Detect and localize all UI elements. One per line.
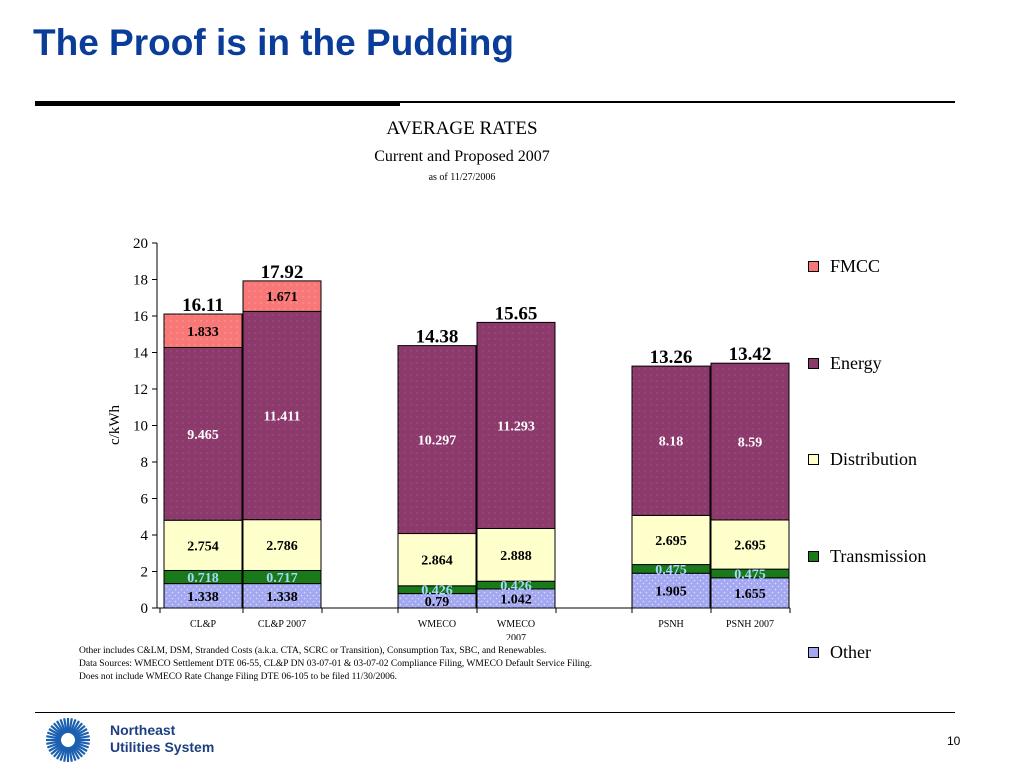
segment-data-label: 1.671: [266, 290, 298, 305]
bar-segment-fmcc: [163, 313, 243, 348]
legend-label: Other: [830, 642, 871, 662]
x-category-label: CL&P 2007: [258, 619, 306, 630]
page-number: 10: [947, 734, 961, 748]
footnotes: Other includes C&LM, DSM, Stranded Costs…: [79, 645, 592, 684]
segment-data-label: 0.718: [187, 571, 219, 586]
legend-swatch: [808, 454, 819, 465]
y-tick-label: 12: [133, 382, 148, 398]
logo-line-2: Utilities System: [110, 739, 215, 755]
segment-data-label: 1.338: [266, 590, 298, 605]
segment-data-label: 1.655: [734, 587, 766, 602]
legend-label: Energy: [830, 352, 882, 373]
chart-date-note: as of 11/27/2006: [428, 172, 496, 183]
footer-divider: [35, 712, 955, 713]
bar-segment-energy: [631, 365, 711, 516]
y-tick-label: 18: [133, 273, 148, 289]
slide-title: The Proof is in the Pudding: [33, 22, 514, 63]
bar-segment-distribution: [476, 528, 556, 582]
legend-swatch: [808, 550, 819, 562]
segment-data-label: 0.426: [500, 579, 532, 594]
y-tick-label: 20: [133, 236, 148, 252]
bar-segment-energy: [710, 362, 790, 521]
segment-data-label: 2.888: [500, 549, 532, 564]
bar-total-label: 15.65: [495, 303, 538, 324]
segment-data-label: 11.293: [497, 419, 535, 434]
x-category-label: CL&P: [190, 619, 217, 630]
segment-data-label: 2.695: [655, 534, 687, 549]
bar-total-label: 13.26: [650, 347, 693, 368]
segment-data-label: 8.59: [738, 436, 763, 451]
y-tick-label: 10: [133, 419, 148, 435]
segment-data-label: 2.754: [187, 539, 219, 554]
x-category-label: PSNH 2007: [726, 619, 774, 630]
y-tick-label: 8: [141, 455, 149, 471]
sunburst-logo-icon: [46, 718, 90, 762]
bar-segment-distribution: [397, 533, 477, 587]
bar-total-label: 14.38: [416, 327, 459, 348]
y-axis-title: c/kWh: [107, 405, 123, 445]
bar-segment-energy: [476, 321, 556, 530]
segment-data-label: 0.79: [425, 595, 450, 610]
footnote-excludes: Does not include WMECO Rate Change Filin…: [79, 672, 397, 682]
bar-segment-fmcc: [242, 280, 322, 312]
bar-segment-other: [163, 583, 243, 609]
segment-data-label: 1.833: [187, 325, 219, 340]
segment-data-label: 2.864: [421, 554, 453, 569]
bar-segment-energy: [242, 310, 322, 521]
company-logo: Northeast Utilities System: [44, 716, 244, 764]
x-category-label: WMECO: [418, 619, 456, 630]
x-category-label: WMECO: [497, 619, 535, 630]
x-category-label: 2007: [506, 633, 526, 640]
segment-data-label: 1.905: [655, 585, 687, 600]
segment-data-label: 9.465: [187, 428, 219, 443]
bar-total-label: 13.42: [729, 344, 772, 365]
y-tick-label: 16: [133, 309, 149, 325]
legend-swatch: [808, 357, 819, 369]
y-tick-label: 2: [141, 565, 149, 581]
segment-data-label: 2.695: [734, 539, 766, 554]
bar-segment-distribution: [631, 514, 711, 566]
segment-data-label: 8.18: [659, 435, 684, 450]
segment-data-label: 1.338: [187, 590, 219, 605]
bar-total-label: 17.92: [261, 262, 304, 283]
segment-data-label: 0.475: [734, 567, 766, 582]
y-tick-label: 14: [133, 346, 149, 362]
legend-label: Distribution: [830, 449, 918, 469]
segment-data-label: 0.717: [266, 571, 298, 586]
segment-data-label: 11.411: [264, 410, 301, 425]
logo-wordmark: Northeast Utilities System: [110, 722, 214, 756]
segment-data-label: 2.786: [266, 539, 298, 554]
legend-swatch: [808, 261, 819, 272]
y-tick-label: 0: [141, 601, 149, 617]
bar-segment-energy: [397, 345, 477, 535]
segment-data-label: 0.426: [421, 584, 453, 599]
y-tick-label: 4: [141, 528, 149, 544]
title-underline-thick: [35, 101, 400, 106]
logo-line-1: Northeast: [110, 722, 176, 738]
y-tick-label: 6: [141, 492, 149, 508]
title-underline-thin: [400, 101, 955, 103]
footnote-other-includes: Other includes C&LM, DSM, Stranded Costs…: [79, 646, 547, 656]
segment-data-label: 1.042: [500, 592, 532, 607]
bar-segment-other: [710, 577, 790, 609]
bar-total-label: 16.11: [182, 295, 224, 316]
x-category-label: PSNH: [658, 619, 684, 630]
chart-title: AVERAGE RATES: [386, 118, 538, 139]
segment-data-label: 10.297: [418, 434, 457, 449]
segment-data-label: 0.475: [655, 563, 687, 578]
legend-swatch: [808, 647, 819, 658]
bar-segment-distribution: [163, 519, 243, 571]
chart-subtitle: Current and Proposed 2007: [374, 148, 550, 165]
legend-label: FMCC: [830, 256, 881, 276]
bar-segment-other: [631, 572, 711, 609]
stacked-bar-chart: 1.338 0.718 2.754 9.465 1.833 16.11 1.338 0.717…: [107, 236, 791, 640]
legend-label: Transmission: [830, 545, 927, 566]
bar-segment-energy: [163, 346, 243, 521]
footnote-data-sources: Data Sources: WMECO Settlement DTE 06-55…: [79, 659, 593, 669]
bar-segment-distribution: [710, 519, 790, 570]
